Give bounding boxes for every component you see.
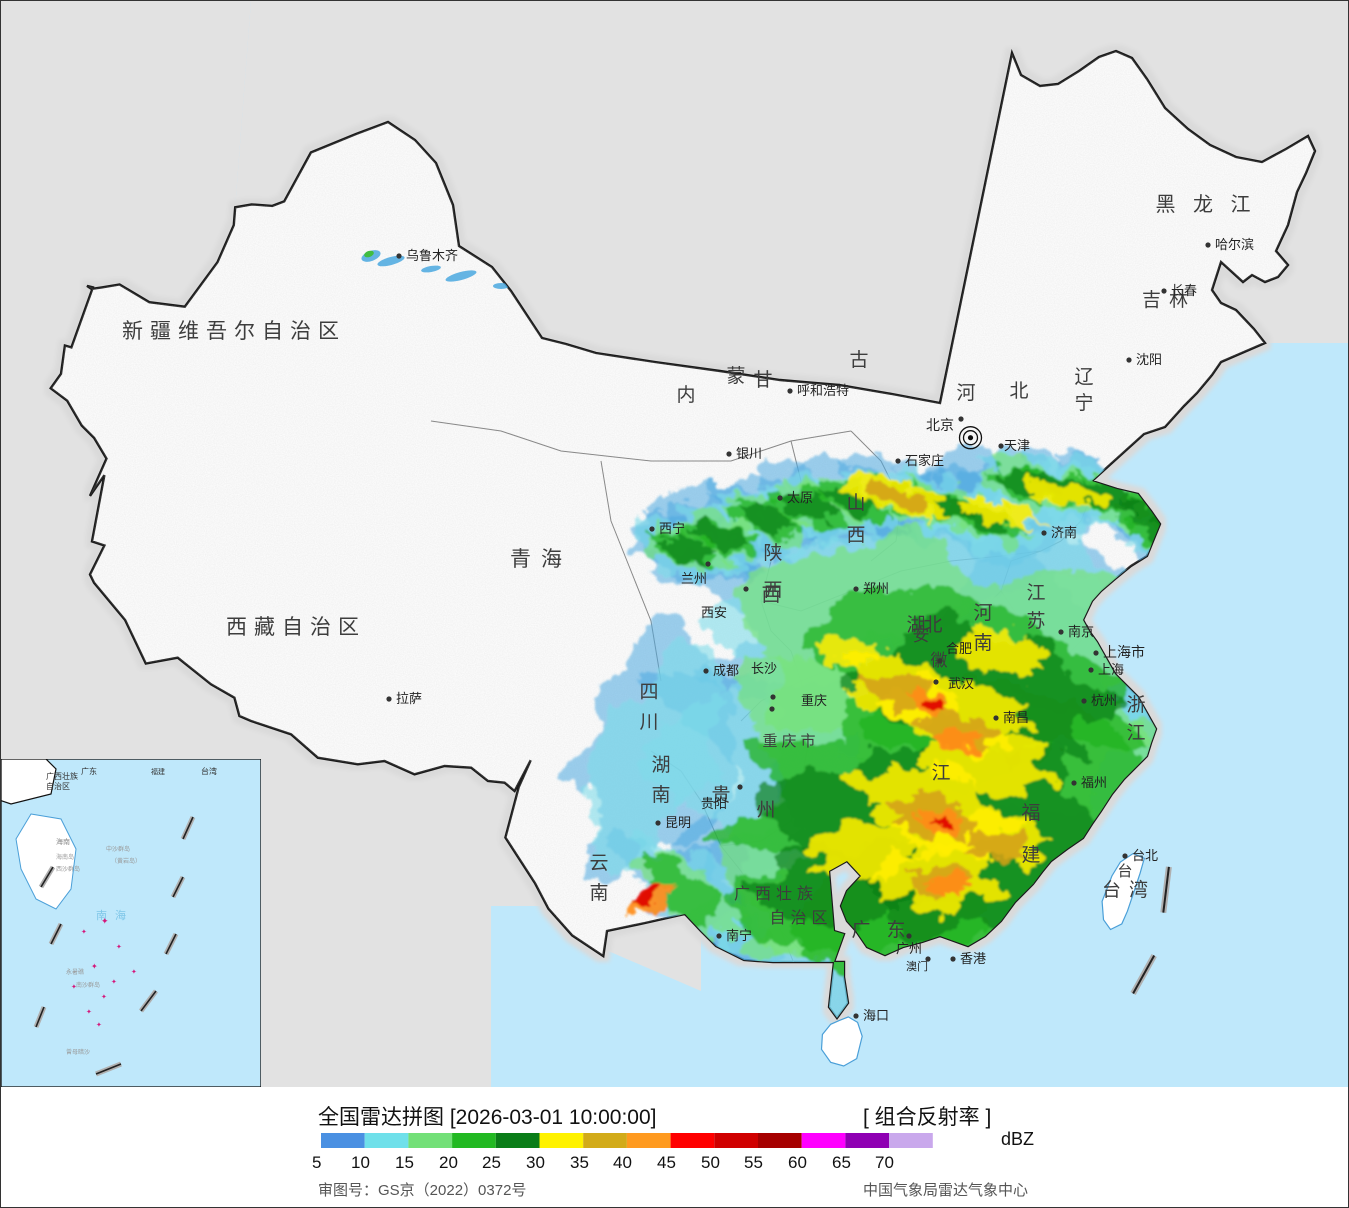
svg-text:兰州: 兰州 <box>681 571 707 586</box>
svg-text:银川: 银川 <box>736 446 762 461</box>
svg-text:沈阳: 沈阳 <box>1136 352 1162 367</box>
svg-text:✦: ✦ <box>131 968 137 976</box>
svg-text:黑 龙 江: 黑 龙 江 <box>1155 193 1256 216</box>
svg-text:台: 台 <box>1117 863 1132 880</box>
svg-text:广: 广 <box>851 919 870 941</box>
svg-text:江: 江 <box>1126 722 1145 744</box>
svg-text:山: 山 <box>846 492 865 514</box>
svg-text:重庆市: 重庆市 <box>762 733 819 750</box>
svg-text:建: 建 <box>1021 844 1040 866</box>
svg-text:昆明: 昆明 <box>665 815 691 830</box>
svg-text:安: 安 <box>913 626 930 645</box>
svg-text:中沙群岛: 中沙群岛 <box>106 845 130 853</box>
svg-text:济南: 济南 <box>1051 525 1077 540</box>
svg-text:辽: 辽 <box>1074 366 1093 388</box>
svg-text:蒙: 蒙 <box>726 365 745 387</box>
svg-text:海南: 海南 <box>56 837 70 846</box>
svg-text:西: 西 <box>763 580 782 601</box>
svg-text:✦: ✦ <box>116 943 122 951</box>
svg-text:青海: 青海 <box>510 548 572 571</box>
svg-text:江: 江 <box>931 762 950 784</box>
svg-text:广西壮族: 广西壮族 <box>734 885 818 903</box>
svg-text:重庆: 重庆 <box>801 693 827 708</box>
svg-text:福建: 福建 <box>151 767 165 776</box>
svg-text:南: 南 <box>973 632 992 654</box>
svg-text:长春: 长春 <box>1171 283 1197 298</box>
svg-text:北京: 北京 <box>926 417 954 433</box>
svg-text:云: 云 <box>589 853 608 874</box>
svg-text:海南岛: 海南岛 <box>56 853 74 861</box>
svg-text:永暑礁: 永暑礁 <box>66 968 84 976</box>
svg-text:✦: ✦ <box>71 983 77 991</box>
svg-text:郑州: 郑州 <box>863 581 889 596</box>
svg-text:武汉: 武汉 <box>948 676 974 691</box>
svg-text:河: 河 <box>973 602 992 624</box>
svg-text:哈尔滨: 哈尔滨 <box>1215 237 1254 252</box>
svg-text:广西壮族: 广西壮族 <box>46 771 78 781</box>
svg-text:甘: 甘 <box>753 369 772 391</box>
svg-text:成都: 成都 <box>713 663 739 678</box>
svg-text:西藏自治区: 西藏自治区 <box>226 616 366 639</box>
svg-text:宁: 宁 <box>1074 392 1093 414</box>
svg-text:苏: 苏 <box>1026 610 1045 632</box>
svg-text:杭州: 杭州 <box>1091 693 1117 708</box>
svg-text:南昌: 南昌 <box>1003 710 1029 725</box>
svg-text:✦: ✦ <box>96 1021 102 1029</box>
svg-text:拉萨: 拉萨 <box>396 691 422 706</box>
svg-text:南: 南 <box>589 882 608 904</box>
svg-text:广东: 广东 <box>81 766 97 776</box>
svg-text:天津: 天津 <box>1004 438 1030 453</box>
svg-text:浙: 浙 <box>1126 694 1145 716</box>
svg-text:曾母暗沙: 曾母暗沙 <box>66 1048 90 1056</box>
svg-text:贵阳: 贵阳 <box>701 796 727 811</box>
svg-text:川: 川 <box>639 712 658 733</box>
svg-text:湖: 湖 <box>651 754 670 776</box>
svg-text:南宁: 南宁 <box>726 928 752 943</box>
svg-text:香港: 香港 <box>960 951 986 966</box>
svg-text:西: 西 <box>846 525 865 546</box>
svg-text:石家庄: 石家庄 <box>905 453 944 468</box>
svg-text:合肥: 合肥 <box>946 641 972 656</box>
svg-text:（黄岩岛）: （黄岩岛） <box>111 857 141 865</box>
svg-text:澳门: 澳门 <box>906 959 928 973</box>
svg-text:河: 河 <box>956 382 975 404</box>
svg-text:✦: ✦ <box>101 916 109 926</box>
svg-text:四: 四 <box>639 682 658 703</box>
svg-text:海口: 海口 <box>863 1008 889 1023</box>
svg-text:✦: ✦ <box>86 1008 92 1016</box>
svg-text:上海市: 上海市 <box>1103 644 1145 660</box>
svg-text:✦: ✦ <box>81 928 87 936</box>
svg-text:南: 南 <box>651 784 670 806</box>
svg-text:州: 州 <box>756 800 775 821</box>
svg-text:福: 福 <box>1021 802 1040 824</box>
svg-text:陕: 陕 <box>763 542 782 564</box>
svg-text:西沙群岛: 西沙群岛 <box>56 865 80 873</box>
svg-text:内: 内 <box>676 384 695 406</box>
svg-text:自治区: 自治区 <box>769 909 832 927</box>
svg-text:西宁: 西宁 <box>659 521 685 536</box>
svg-text:台湾: 台湾 <box>201 766 217 776</box>
svg-text:南沙群岛: 南沙群岛 <box>76 981 100 989</box>
svg-text:乌鲁木齐: 乌鲁木齐 <box>406 248 458 263</box>
svg-text:上海: 上海 <box>1098 662 1124 677</box>
svg-text:✦: ✦ <box>111 978 117 986</box>
svg-text:新疆维吾尔自治区: 新疆维吾尔自治区 <box>122 320 346 343</box>
svg-text:长沙: 长沙 <box>751 661 777 676</box>
svg-text:福州: 福州 <box>1081 775 1107 790</box>
svg-text:✦: ✦ <box>101 993 107 1001</box>
svg-text:西安: 西安 <box>701 605 727 620</box>
svg-text:北: 北 <box>1009 380 1028 402</box>
svg-text:古: 古 <box>849 349 868 371</box>
svg-text:台北: 台北 <box>1132 848 1158 863</box>
svg-text:南京: 南京 <box>1068 624 1094 639</box>
svg-text:呼和浩特: 呼和浩特 <box>797 383 849 398</box>
svg-text:✦: ✦ <box>91 962 98 971</box>
svg-text:东: 东 <box>886 919 905 941</box>
svg-text:太原: 太原 <box>787 490 813 505</box>
svg-text:自治区: 自治区 <box>46 781 70 791</box>
svg-text:广州: 广州 <box>896 941 922 956</box>
svg-text:江: 江 <box>1026 582 1045 604</box>
svg-text:台湾: 台湾 <box>1102 879 1156 901</box>
